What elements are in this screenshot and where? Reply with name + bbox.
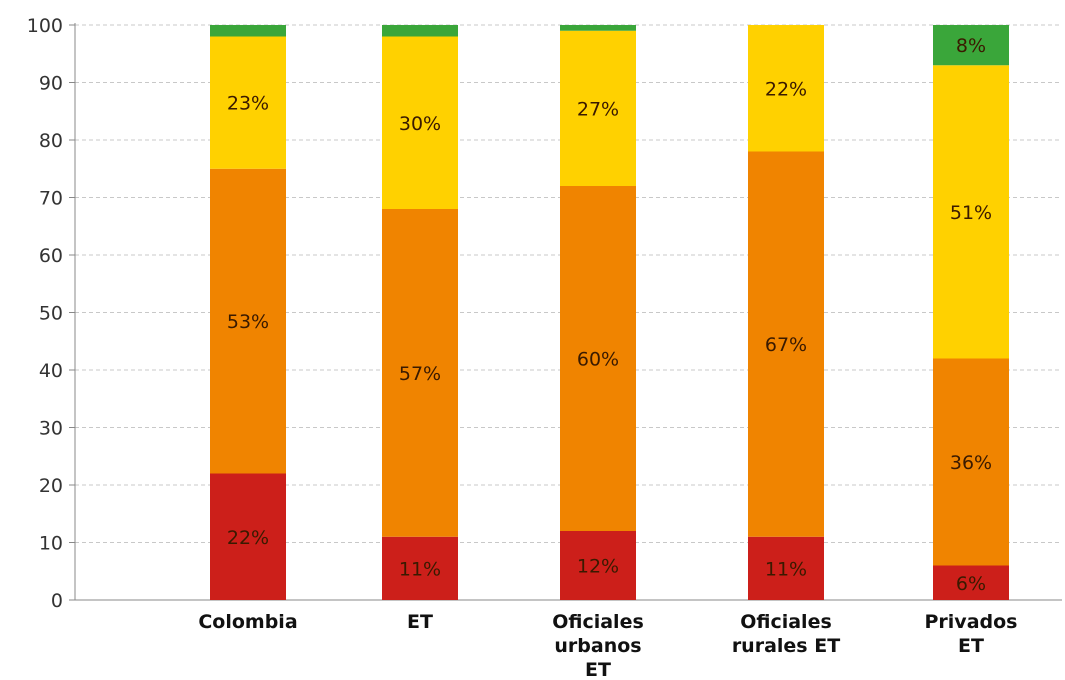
data-labels: 22% 53% 23% 11% 57% 30% 12% 60% 27% 11% 67% 22% 6% 36… <box>227 35 992 595</box>
x-tick-label-line: rurales ET <box>732 635 840 657</box>
data-label: 51% <box>950 202 992 224</box>
x-tick-label-line: Colombia <box>198 611 297 633</box>
y-tick-label: 80 <box>39 130 63 152</box>
data-label: 11% <box>765 558 807 580</box>
data-label: 22% <box>765 78 807 100</box>
x-tick-label-line: ET <box>585 659 611 680</box>
bar-segment <box>210 36 286 169</box>
bar-segment <box>933 65 1009 359</box>
y-tick-label: 90 <box>39 73 63 95</box>
y-axis: 0 10 20 30 40 50 60 70 80 90 100 <box>27 15 63 612</box>
y-tick-label: 0 <box>51 590 63 612</box>
y-tick-label: 40 <box>39 360 63 382</box>
y-tick-label: 50 <box>39 303 63 325</box>
data-label: 30% <box>399 113 441 135</box>
x-tick-label-line: Oficiales <box>740 611 832 633</box>
data-label: 8% <box>956 35 986 57</box>
bar-segment <box>748 25 824 152</box>
y-tick-label: 100 <box>27 15 63 37</box>
bar-segment <box>210 25 286 37</box>
bars <box>210 25 1009 600</box>
x-tick-label: Privados ET <box>925 611 1018 657</box>
x-tick-label-line: ET <box>958 635 984 657</box>
data-label: 22% <box>227 527 269 549</box>
bar-segment <box>748 151 824 537</box>
bar-segment <box>560 186 636 531</box>
x-tick-label: ET <box>407 611 433 633</box>
x-tick-label-line: Oficiales <box>552 611 644 633</box>
data-label: 67% <box>765 334 807 356</box>
bar-segment <box>933 565 1009 600</box>
y-tick-label: 70 <box>39 188 63 210</box>
bar-segment <box>382 536 458 600</box>
data-label: 12% <box>577 556 619 578</box>
bar-segment <box>560 531 636 600</box>
data-label: 60% <box>577 349 619 371</box>
bar-segment <box>933 25 1009 66</box>
bar-segment <box>382 209 458 537</box>
bar-segment <box>382 36 458 209</box>
data-label: 11% <box>399 558 441 580</box>
bar-segment <box>210 473 286 600</box>
x-tick-label-line: urbanos <box>554 635 641 657</box>
x-tick-label: Oficiales urbanos ET <box>552 611 644 680</box>
y-tick-label: 10 <box>39 533 63 555</box>
bar-segment <box>210 168 286 474</box>
x-tick-label: Oficiales rurales ET <box>732 611 840 657</box>
bar-segment <box>748 536 824 600</box>
bar-segment <box>933 358 1009 566</box>
data-label: 57% <box>399 363 441 385</box>
data-label: 53% <box>227 311 269 333</box>
x-tick-label-line: Privados <box>925 611 1018 633</box>
x-tick-label-line: ET <box>407 611 433 633</box>
bar-segment <box>560 30 636 186</box>
y-tick-label: 20 <box>39 475 63 497</box>
x-tick-label: Colombia <box>198 611 297 633</box>
bar-segment <box>382 25 458 37</box>
y-tick-label: 60 <box>39 245 63 267</box>
data-label: 6% <box>956 573 986 595</box>
data-label: 27% <box>577 98 619 120</box>
data-label: 23% <box>227 93 269 115</box>
y-tick-label: 30 <box>39 418 63 440</box>
bar-segment <box>560 25 636 31</box>
data-label: 36% <box>950 452 992 474</box>
